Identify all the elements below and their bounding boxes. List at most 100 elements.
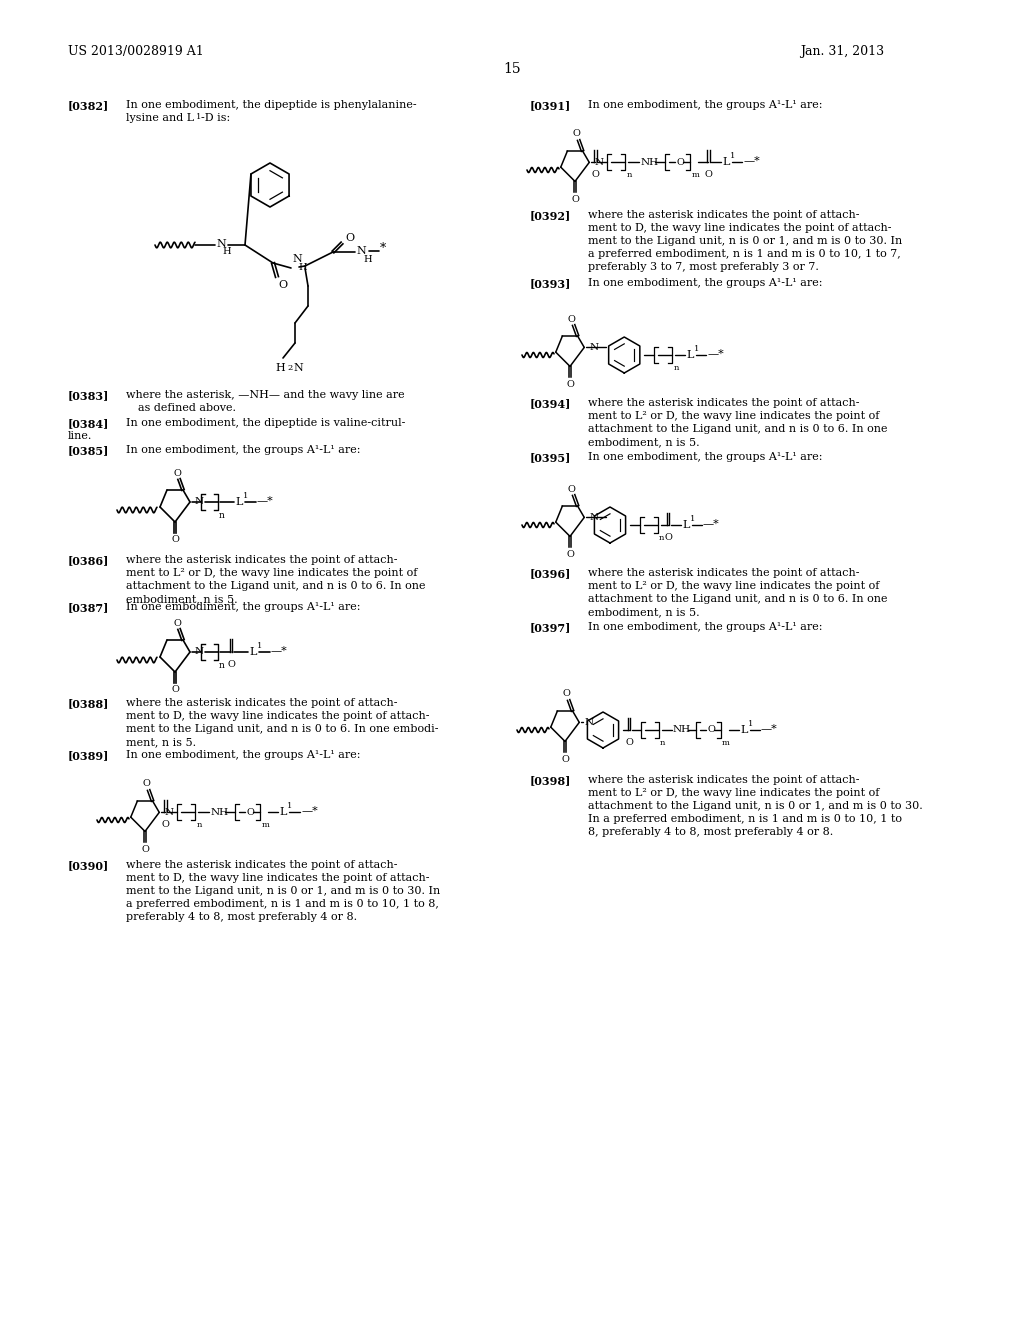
Text: attachment to the Ligand unit, n is 0 or 1, and m is 0 to 30.: attachment to the Ligand unit, n is 0 or… [588,801,923,810]
Text: attachment to the Ligand unit, and n is 0 to 6. In one: attachment to the Ligand unit, and n is … [126,581,426,591]
Text: L: L [280,808,287,817]
Text: In one embodiment, the groups A¹-L¹ are:: In one embodiment, the groups A¹-L¹ are: [126,750,360,760]
Text: NH: NH [640,158,658,166]
Text: In one embodiment, the groups A¹-L¹ are:: In one embodiment, the groups A¹-L¹ are: [588,451,822,462]
Text: [0390]: [0390] [68,861,110,871]
Text: n: n [197,821,202,829]
Text: L: L [682,520,689,531]
Text: [0395]: [0395] [530,451,571,463]
Text: n: n [627,172,632,180]
Text: [0389]: [0389] [68,750,110,762]
Text: N: N [216,239,225,249]
Text: ment to L² or D, the wavy line indicates the point of: ment to L² or D, the wavy line indicates… [588,788,880,799]
Text: —*: —* [257,495,273,506]
Text: n: n [659,535,665,543]
Text: [0386]: [0386] [68,554,110,566]
Text: 1: 1 [243,492,249,500]
Text: N: N [293,363,303,374]
Text: H: H [362,255,372,264]
Text: O: O [572,129,581,139]
Text: O: O [705,170,712,180]
Text: O: O [676,158,684,166]
Text: N: N [195,648,204,656]
Text: O: O [345,234,354,243]
Text: n: n [219,661,225,671]
Text: 2: 2 [288,364,293,372]
Text: [0391]: [0391] [530,100,571,111]
Text: NH: NH [673,726,691,734]
Text: US 2013/0028919 A1: US 2013/0028919 A1 [68,45,204,58]
Text: In one embodiment, the groups A¹-L¹ are:: In one embodiment, the groups A¹-L¹ are: [588,100,822,110]
Text: N: N [195,498,204,507]
Text: [0397]: [0397] [530,622,571,634]
Text: N: N [589,513,598,521]
Text: *: * [380,243,386,256]
Text: [0392]: [0392] [530,210,571,220]
Text: where the asterisk indicates the point of attach-: where the asterisk indicates the point o… [126,698,397,708]
Text: O: O [173,469,181,478]
Text: where the asterisk indicates the point of attach-: where the asterisk indicates the point o… [588,775,859,785]
Text: O: O [171,536,179,544]
Text: [0393]: [0393] [530,279,571,289]
Text: In one embodiment, the groups A¹-L¹ are:: In one embodiment, the groups A¹-L¹ are: [126,445,360,455]
Text: [0398]: [0398] [530,775,571,785]
Text: O: O [141,845,148,854]
Text: ment to the Ligand unit, n is 0 or 1, and m is 0 to 30. In: ment to the Ligand unit, n is 0 or 1, an… [588,236,902,246]
Text: O: O [562,689,570,698]
Text: attachment to the Ligand unit, and n is 0 to 6. In one: attachment to the Ligand unit, and n is … [588,594,888,605]
Text: —*: —* [708,348,724,358]
Text: In one embodiment, the groups A¹-L¹ are:: In one embodiment, the groups A¹-L¹ are: [588,279,822,288]
Text: [0382]: [0382] [68,100,110,111]
Text: a preferred embodiment, n is 1 and m is 0 to 10, 1 to 8,: a preferred embodiment, n is 1 and m is … [126,899,439,909]
Text: O: O [227,660,234,669]
Text: H: H [275,363,285,374]
Text: O: O [664,533,672,543]
Text: ment to the Ligand unit, n is 0 or 1, and m is 0 to 30. In: ment to the Ligand unit, n is 0 or 1, an… [126,886,440,896]
Text: L: L [234,498,243,507]
Text: O: O [566,550,573,558]
Text: 1: 1 [288,803,293,810]
Text: —*: —* [743,156,760,165]
Text: In one embodiment, the dipeptide is valine-citrul-: In one embodiment, the dipeptide is vali… [126,418,406,428]
Text: O: O [162,821,169,829]
Text: ment to L² or D, the wavy line indicates the point of: ment to L² or D, the wavy line indicates… [588,411,880,421]
Text: [0384]: [0384] [68,418,110,429]
Text: m: m [261,821,269,829]
Text: [0387]: [0387] [68,602,110,612]
Text: 1: 1 [730,152,735,161]
Text: H: H [298,264,306,272]
Text: m: m [722,739,730,747]
Text: 1: 1 [694,345,699,352]
Text: where the asterisk indicates the point of attach-: where the asterisk indicates the point o… [588,568,859,578]
Text: -D is:: -D is: [201,114,230,123]
Text: 1: 1 [257,642,262,649]
Text: O: O [571,195,579,203]
Text: —*: —* [761,723,778,733]
Text: preferably 4 to 8, most preferably 4 or 8.: preferably 4 to 8, most preferably 4 or … [126,912,357,921]
Text: O: O [561,755,569,764]
Text: [0383]: [0383] [68,389,110,401]
Text: 15: 15 [503,62,521,77]
Text: embodiment, n is 5.: embodiment, n is 5. [588,607,699,616]
Text: L: L [686,350,693,360]
Text: line.: line. [68,432,92,441]
Text: —*: —* [703,517,720,528]
Text: O: O [246,808,254,817]
Text: O: O [171,685,179,694]
Text: n: n [660,739,666,747]
Text: where the asterisk indicates the point of attach-: where the asterisk indicates the point o… [126,861,397,870]
Text: where the asterisk indicates the point of attach-: where the asterisk indicates the point o… [588,399,859,408]
Text: O: O [567,484,575,494]
Text: where the asterisk indicates the point of attach-: where the asterisk indicates the point o… [126,554,397,565]
Text: —*: —* [301,805,318,816]
Text: NH: NH [210,808,228,817]
Text: L: L [249,647,256,657]
Text: ment to the Ligand unit, and n is 0 to 6. In one embodi-: ment to the Ligand unit, and n is 0 to 6… [126,723,438,734]
Text: n: n [673,364,679,372]
Text: L: L [740,725,748,735]
Text: lysine and L: lysine and L [126,114,195,123]
Text: In a preferred embodiment, n is 1 and m is 0 to 10, 1 to: In a preferred embodiment, n is 1 and m … [588,814,902,824]
Text: L: L [722,157,730,168]
Text: [0396]: [0396] [530,568,571,579]
Text: 1: 1 [690,515,695,523]
